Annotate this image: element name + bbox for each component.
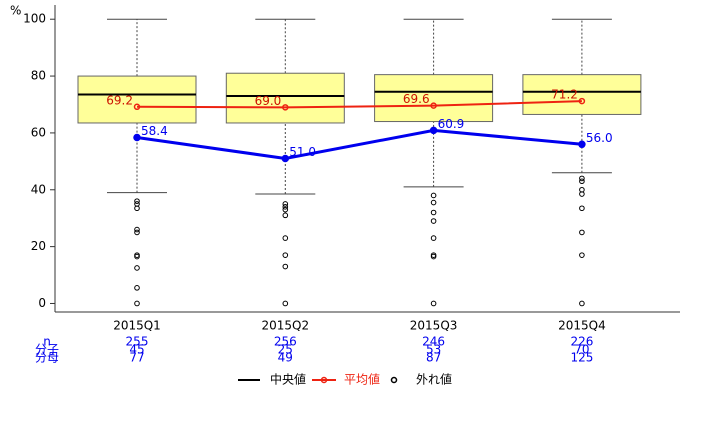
- table-cell: 45: [129, 343, 144, 357]
- legend-mean-marker: [320, 376, 328, 384]
- outlier: [282, 300, 289, 307]
- outlier: [282, 206, 289, 213]
- mean-label: 69.6: [403, 92, 430, 106]
- rate-line: [136, 128, 583, 161]
- outlier: [134, 285, 140, 291]
- outlier: [134, 226, 140, 233]
- legend-outlier-key: [390, 376, 398, 384]
- x-tick-label: 2015Q3: [410, 319, 458, 333]
- table-row-label: 分母: [35, 351, 59, 365]
- y-tick-label: 60: [31, 125, 46, 139]
- table-cell: 255: [126, 335, 149, 349]
- outlier: [430, 199, 437, 206]
- outlier: [282, 212, 289, 219]
- y-axis-label: %: [10, 4, 21, 18]
- legend-outlier: 外れ値: [416, 372, 452, 387]
- rate-label: 56.0: [586, 131, 613, 145]
- outlier: [430, 300, 437, 307]
- mean-label: 69.2: [106, 93, 133, 107]
- outlier: [282, 263, 289, 270]
- table-cell: 256: [274, 335, 297, 349]
- legend-median: 中央値: [270, 372, 306, 387]
- legend-mean: 平均値: [344, 372, 380, 387]
- outlier: [134, 205, 140, 212]
- outlier: [430, 192, 437, 199]
- rate-label: 51.0: [289, 145, 316, 159]
- outlier: [134, 253, 140, 260]
- outlier: [579, 175, 585, 182]
- outlier: [579, 205, 585, 212]
- outlier: [579, 229, 585, 236]
- rate-point: [281, 154, 290, 163]
- table-cell: 49: [278, 351, 293, 365]
- rate-label: 58.4: [141, 124, 168, 138]
- x-tick-label: 2015Q1: [113, 319, 161, 333]
- outlier: [134, 229, 140, 236]
- box: [77, 75, 197, 124]
- table-cell: 226: [570, 335, 593, 349]
- mean-point: [282, 104, 289, 111]
- mean-point: [430, 102, 437, 109]
- outlier: [430, 218, 437, 224]
- outlier: [579, 252, 585, 258]
- y-tick-label: 40: [31, 182, 46, 196]
- table-cell: 70: [574, 343, 589, 357]
- table-cell: 125: [570, 351, 593, 365]
- outlier: [579, 300, 585, 307]
- outlier: [282, 201, 289, 207]
- y-tick-label: 0: [38, 296, 46, 310]
- mean-label: 69.0: [255, 94, 282, 108]
- table-cell: 77: [129, 351, 144, 365]
- mean-label: 71.2: [551, 88, 578, 102]
- box: [225, 72, 345, 124]
- box: [522, 74, 642, 115]
- outlier: [430, 209, 437, 216]
- y-tick-label: 100: [23, 12, 46, 26]
- outlier: [134, 265, 140, 271]
- box: [374, 74, 494, 123]
- table-cell: 87: [426, 351, 441, 365]
- rate-label: 60.9: [438, 117, 465, 131]
- x-tick-label: 2015Q4: [558, 319, 606, 333]
- y-tick-label: 80: [31, 69, 46, 83]
- y-tick-label: 20: [31, 239, 46, 253]
- table-cell: 246: [422, 335, 445, 349]
- outlier: [282, 204, 289, 210]
- table-row-label: n: [43, 335, 51, 349]
- mean-point: [578, 97, 586, 105]
- rate-point: [578, 140, 586, 149]
- outlier: [430, 253, 437, 260]
- table-cell: 25: [278, 343, 293, 357]
- table-row-label: 分子: [35, 343, 59, 357]
- outlier: [579, 178, 585, 185]
- outlier: [430, 235, 437, 241]
- outlier: [134, 198, 140, 204]
- table-cell: 53: [426, 343, 441, 357]
- outlier: [282, 252, 289, 258]
- mean-line: [136, 100, 582, 109]
- mean-point: [133, 103, 141, 111]
- outlier: [134, 300, 140, 307]
- rate-point: [133, 133, 141, 142]
- rate-point: [429, 126, 438, 135]
- outlier: [282, 235, 289, 241]
- x-tick-label: 2015Q2: [261, 319, 309, 333]
- outlier: [579, 191, 585, 197]
